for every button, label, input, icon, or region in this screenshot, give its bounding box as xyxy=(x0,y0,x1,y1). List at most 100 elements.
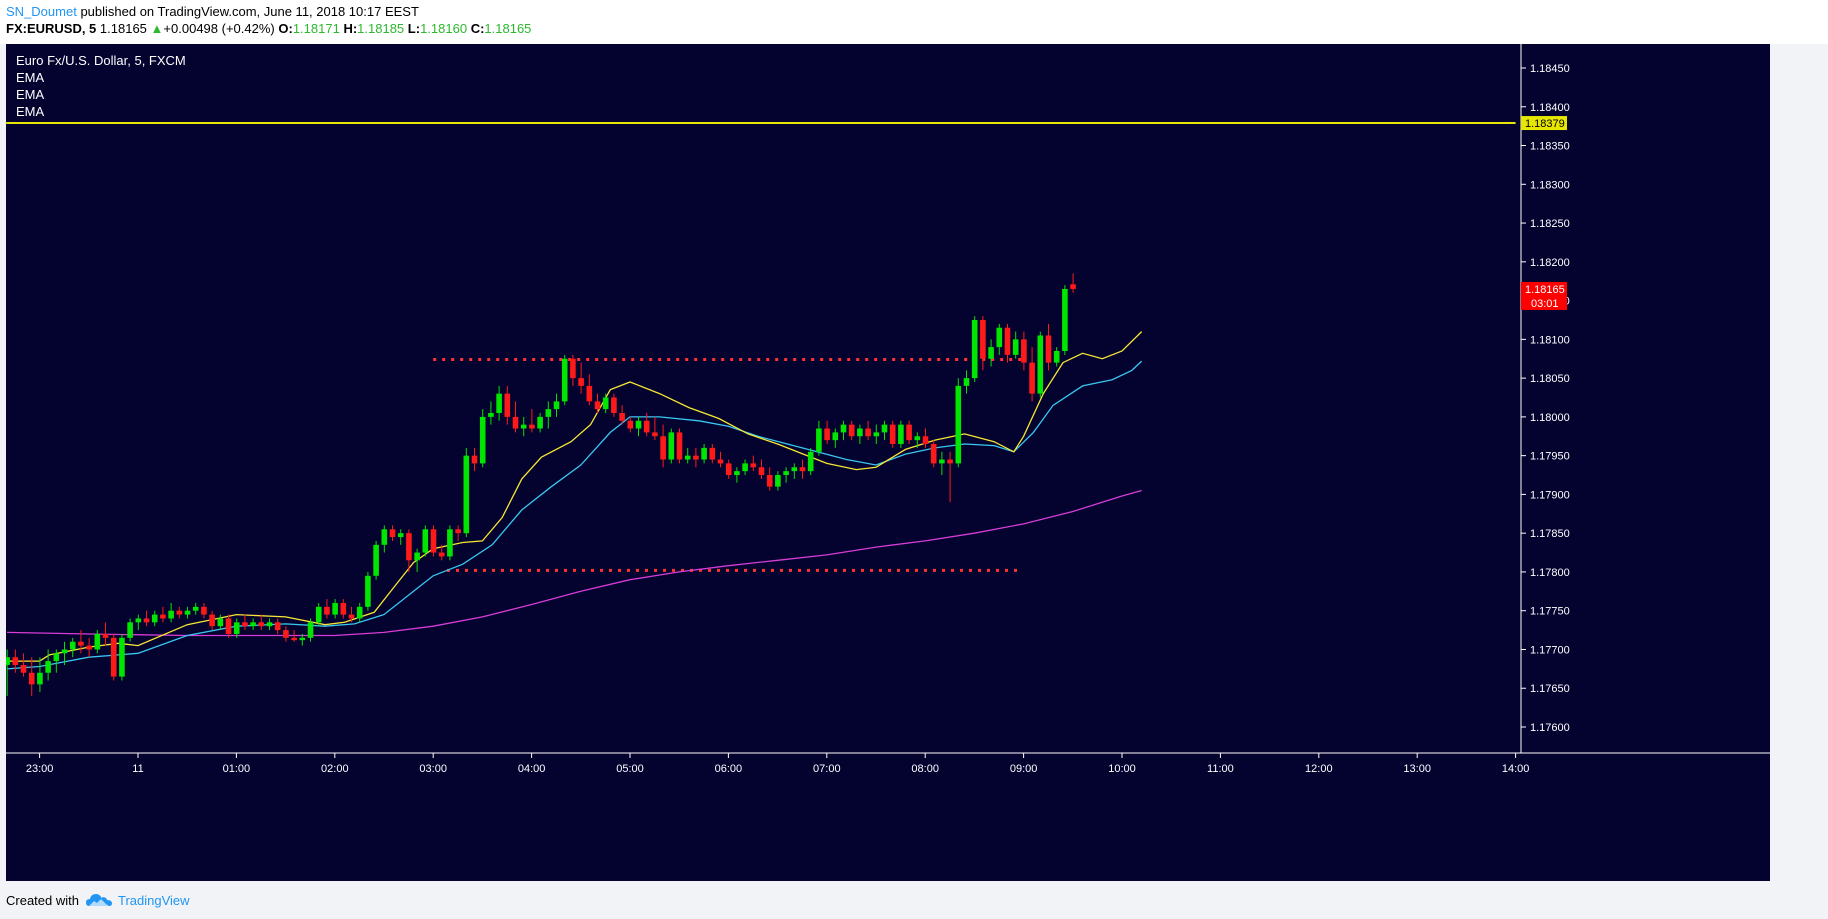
candle-up[interactable] xyxy=(307,622,314,638)
price-chart[interactable]: 1.17600 1.17650 1.17700 1.17750 1.17800 1.178… xyxy=(6,44,1770,881)
candle-down[interactable] xyxy=(274,622,281,631)
legend-indicator-ema[interactable]: EMA xyxy=(16,87,45,102)
candle-down[interactable] xyxy=(438,552,445,557)
candle-up[interactable] xyxy=(356,606,363,619)
candle-up[interactable] xyxy=(955,385,962,464)
candle-up[interactable] xyxy=(1062,288,1068,351)
candle-up[interactable] xyxy=(791,467,798,472)
candle-down[interactable] xyxy=(430,529,437,553)
candle-up[interactable] xyxy=(857,428,863,437)
legend-indicator-ema[interactable]: EMA xyxy=(16,70,45,85)
candle-up[interactable] xyxy=(881,424,888,433)
candle-down[interactable] xyxy=(201,606,207,615)
candle-down[interactable] xyxy=(766,475,773,487)
candle-up[interactable] xyxy=(734,471,740,476)
candle-down[interactable] xyxy=(709,447,716,460)
candle-up[interactable] xyxy=(315,606,322,623)
candle-up[interactable] xyxy=(939,459,945,464)
candle-down[interactable] xyxy=(28,672,35,685)
candle-down[interactable] xyxy=(627,420,634,429)
candle-down[interactable] xyxy=(504,393,511,417)
candle-down[interactable] xyxy=(86,645,92,650)
candle-down[interactable] xyxy=(947,459,953,464)
candle-down[interactable] xyxy=(619,413,625,421)
candle-down[interactable] xyxy=(660,436,666,460)
candle-up[interactable] xyxy=(184,610,191,615)
candle-up[interactable] xyxy=(520,424,527,429)
candle-up[interactable] xyxy=(668,432,675,460)
candle-up[interactable] xyxy=(783,471,789,476)
candle-down[interactable] xyxy=(78,641,84,646)
candle-up[interactable] xyxy=(365,575,371,607)
candle-up[interactable] xyxy=(414,552,420,561)
candle-up[interactable] xyxy=(373,544,379,576)
candle-up[interactable] xyxy=(537,416,543,429)
candle-down[interactable] xyxy=(1021,339,1027,363)
candle-up[interactable] xyxy=(488,413,494,417)
candle-down[interactable] xyxy=(242,622,248,627)
candle-down[interactable] xyxy=(512,416,519,429)
candle-down[interactable] xyxy=(1004,327,1011,355)
candle-down[interactable] xyxy=(865,428,871,437)
candle-up[interactable] xyxy=(53,653,60,662)
candle-up[interactable] xyxy=(602,397,609,410)
candle-up[interactable] xyxy=(775,475,781,487)
candle-down[interactable] xyxy=(102,633,109,638)
candle-up[interactable] xyxy=(873,432,880,437)
candle-up[interactable] xyxy=(233,622,240,634)
candle-up[interactable] xyxy=(545,409,552,417)
candle-up[interactable] xyxy=(701,447,707,460)
candle-down[interactable] xyxy=(906,424,912,441)
candle-up[interactable] xyxy=(127,622,133,638)
candle-up[interactable] xyxy=(561,358,568,402)
candle-down[interactable] xyxy=(20,664,27,673)
candle-up[interactable] xyxy=(381,529,388,545)
chart-area[interactable]: 1.17600 1.17650 1.17700 1.17750 1.17800 1.178… xyxy=(6,44,1770,881)
candle-down[interactable] xyxy=(611,397,617,414)
candle-down[interactable] xyxy=(799,467,806,472)
author-link[interactable]: SN_Doumet xyxy=(6,4,77,19)
candle-up[interactable] xyxy=(217,618,224,627)
candle-down[interactable] xyxy=(922,436,929,445)
candle-down[interactable] xyxy=(848,424,855,437)
candle-up[interactable] xyxy=(1037,335,1044,394)
candle-down[interactable] xyxy=(930,444,937,464)
candle-up[interactable] xyxy=(963,378,970,386)
candle-down[interactable] xyxy=(578,378,584,386)
candle-up[interactable] xyxy=(266,622,273,627)
candle-up[interactable] xyxy=(332,602,338,615)
candle-down[interactable] xyxy=(643,420,650,433)
candle-up[interactable] xyxy=(988,347,994,359)
tradingview-link[interactable]: TradingView xyxy=(118,893,190,908)
candle-down[interactable] xyxy=(758,467,765,476)
candle-up[interactable] xyxy=(832,432,839,441)
candle-up[interactable] xyxy=(299,637,306,641)
candle-down[interactable] xyxy=(980,319,986,359)
candle-down[interactable] xyxy=(324,606,330,615)
candle-up[interactable] xyxy=(1012,339,1019,355)
candle-up[interactable] xyxy=(119,637,125,677)
candle-down[interactable] xyxy=(160,614,166,619)
candle-up[interactable] xyxy=(397,533,404,538)
candle-up[interactable] xyxy=(422,529,429,553)
candle-up[interactable] xyxy=(479,416,486,464)
candle-down[interactable] xyxy=(143,618,150,623)
candle-up[interactable] xyxy=(553,401,560,410)
candle-down[interactable] xyxy=(258,622,265,627)
candle-down[interactable] xyxy=(291,637,297,641)
candle-up[interactable] xyxy=(192,606,199,611)
candle-down[interactable] xyxy=(824,428,830,441)
candle-down[interactable] xyxy=(389,529,396,538)
candle-down[interactable] xyxy=(586,385,593,402)
candle-down[interactable] xyxy=(725,463,732,476)
time-axis-panel[interactable] xyxy=(6,753,1770,881)
ema-fast-line[interactable] xyxy=(7,331,1143,662)
candle-down[interactable] xyxy=(340,602,347,615)
candle-up[interactable] xyxy=(840,424,847,433)
candle-down[interactable] xyxy=(283,630,289,638)
candle-up[interactable] xyxy=(250,622,256,627)
candle-down[interactable] xyxy=(12,657,19,665)
candle-down[interactable] xyxy=(1070,284,1076,289)
candle-down[interactable] xyxy=(225,618,232,634)
legend-indicator-ema[interactable]: EMA xyxy=(16,104,45,119)
